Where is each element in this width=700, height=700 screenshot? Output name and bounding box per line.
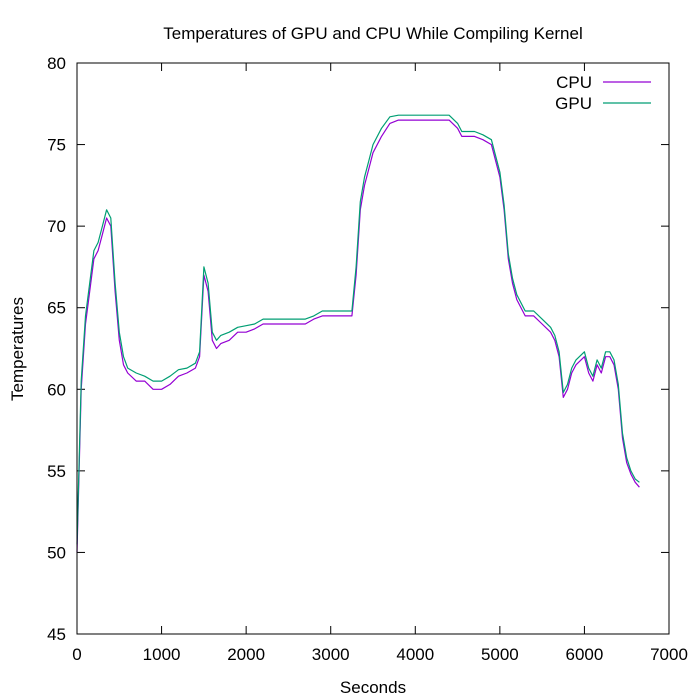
y-tick-label: 70 [47, 217, 66, 236]
x-tick-label: 0 [72, 645, 81, 664]
y-tick-label: 65 [47, 299, 66, 318]
y-tick-label: 80 [47, 54, 66, 73]
x-tick-label: 5000 [481, 645, 519, 664]
x-tick-label: 1000 [143, 645, 181, 664]
series-lines [76, 114, 640, 553]
series-line-cpu [76, 119, 640, 553]
y-tick-label: 75 [47, 136, 66, 155]
y-tick-label: 60 [47, 380, 66, 399]
legend-label-cpu: CPU [556, 73, 592, 92]
x-tick-label: 3000 [312, 645, 350, 664]
x-tick-label: 2000 [227, 645, 265, 664]
y-axis-label: Temperatures [8, 297, 27, 401]
x-tick-label: 6000 [566, 645, 604, 664]
chart-title: Temperatures of GPU and CPU While Compil… [163, 24, 583, 43]
plot-frame [76, 62, 670, 635]
series-line-gpu [76, 114, 640, 545]
x-tick-label: 4000 [396, 645, 434, 664]
x-tick-label: 7000 [650, 645, 688, 664]
y-tick-label: 50 [47, 543, 66, 562]
x-axis-label: Seconds [340, 678, 406, 697]
axes: 0 1000 2000 3000 4000 5000 6000 7000 45 50 55 60 65 7… [47, 54, 688, 664]
legend: CPU GPU [555, 73, 651, 113]
y-tick-label: 45 [47, 625, 66, 644]
legend-label-gpu: GPU [555, 94, 592, 113]
y-tick-label: 55 [47, 462, 66, 481]
